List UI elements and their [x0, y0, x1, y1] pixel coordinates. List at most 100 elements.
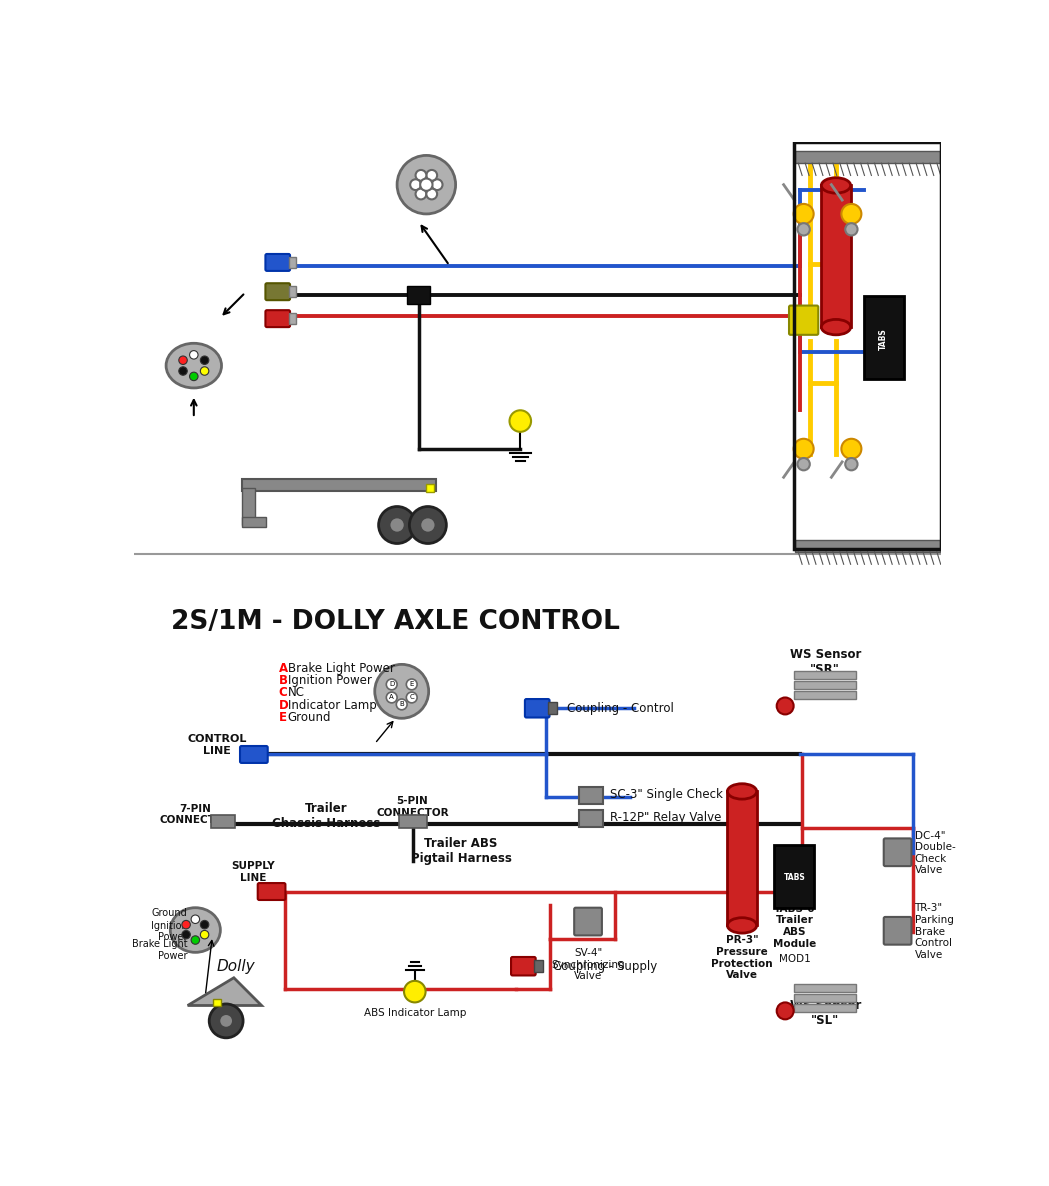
Circle shape: [190, 372, 198, 381]
Circle shape: [794, 439, 814, 459]
Text: SV-4"
Synchronizing
Valve: SV-4" Synchronizing Valve: [551, 948, 625, 981]
Text: TABS: TABS: [879, 327, 889, 350]
Circle shape: [200, 366, 209, 375]
Circle shape: [181, 920, 190, 929]
Text: A: A: [389, 695, 394, 701]
Bar: [288, 286, 296, 296]
Bar: [241, 517, 266, 527]
Text: Ground: Ground: [152, 908, 188, 918]
Bar: [863, 296, 904, 380]
Circle shape: [426, 189, 437, 199]
Circle shape: [776, 697, 794, 714]
Circle shape: [415, 170, 426, 180]
Text: E: E: [409, 682, 414, 688]
Circle shape: [406, 680, 418, 690]
Text: C: C: [278, 687, 287, 700]
Text: Indicator Lamp: Indicator Lamp: [287, 699, 377, 712]
Text: Brake Light Power: Brake Light Power: [287, 662, 394, 675]
Circle shape: [191, 936, 199, 944]
Bar: [241, 479, 435, 491]
FancyBboxPatch shape: [240, 746, 267, 763]
Circle shape: [415, 189, 426, 199]
Text: Trailer
Chassis Harness: Trailer Chassis Harness: [272, 802, 381, 830]
Text: PR-3"
Pressure
Protection
Valve: PR-3" Pressure Protection Valve: [711, 936, 773, 980]
Text: DC-4"
Double-
Check
Valve: DC-4" Double- Check Valve: [915, 830, 956, 875]
Bar: [794, 142, 942, 549]
Text: 5-PIN
CONNECTOR: 5-PIN CONNECTOR: [377, 796, 449, 817]
Text: R-12P" Relay Valve: R-12P" Relay Valve: [609, 811, 721, 824]
Bar: [288, 313, 296, 324]
FancyBboxPatch shape: [265, 311, 291, 327]
Circle shape: [397, 699, 407, 709]
Text: D: D: [389, 682, 394, 688]
Bar: [794, 994, 856, 1002]
Circle shape: [797, 458, 810, 471]
Ellipse shape: [821, 178, 851, 193]
Circle shape: [200, 920, 209, 929]
Circle shape: [845, 458, 857, 471]
Text: SC-3" Single Check Valve: SC-3" Single Check Valve: [609, 788, 758, 801]
Circle shape: [406, 693, 418, 703]
Bar: [794, 691, 856, 699]
Circle shape: [797, 223, 810, 236]
Bar: [795, 540, 940, 551]
Circle shape: [410, 179, 421, 190]
Bar: [241, 489, 255, 525]
Bar: [211, 815, 235, 828]
Text: Ignition Power: Ignition Power: [287, 674, 371, 687]
FancyBboxPatch shape: [883, 917, 912, 945]
Circle shape: [200, 356, 209, 364]
Text: WS Sensor
"SL": WS Sensor "SL": [790, 999, 861, 1027]
Circle shape: [794, 204, 814, 224]
Text: Brake Light
Power: Brake Light Power: [132, 939, 188, 961]
Circle shape: [426, 170, 437, 180]
Text: B: B: [400, 701, 404, 707]
Circle shape: [178, 356, 188, 364]
Circle shape: [845, 223, 857, 236]
Circle shape: [409, 506, 447, 543]
Circle shape: [389, 517, 405, 533]
Circle shape: [510, 410, 531, 432]
Circle shape: [209, 1005, 243, 1038]
Circle shape: [219, 1014, 233, 1028]
Text: TR-3"
Parking
Brake
Control
Valve: TR-3" Parking Brake Control Valve: [915, 904, 954, 959]
Bar: [795, 151, 940, 164]
Circle shape: [374, 664, 429, 719]
Ellipse shape: [170, 907, 220, 952]
Circle shape: [178, 366, 188, 375]
Circle shape: [386, 693, 398, 703]
Circle shape: [386, 680, 398, 690]
FancyBboxPatch shape: [265, 283, 291, 300]
Circle shape: [191, 916, 199, 924]
Text: C: C: [409, 695, 414, 701]
Circle shape: [181, 930, 190, 939]
Text: Coupling - Supply: Coupling - Supply: [554, 959, 658, 973]
Text: ABS Indicator Lamp: ABS Indicator Lamp: [364, 1008, 466, 1019]
Circle shape: [379, 506, 415, 543]
FancyBboxPatch shape: [789, 306, 818, 334]
Bar: [794, 1005, 856, 1012]
Circle shape: [398, 155, 455, 213]
Bar: [727, 791, 756, 925]
Bar: [548, 702, 557, 714]
Text: A: A: [278, 662, 287, 675]
Circle shape: [841, 439, 861, 459]
Text: Dolly: Dolly: [217, 959, 256, 975]
Ellipse shape: [166, 343, 221, 388]
FancyBboxPatch shape: [511, 957, 536, 975]
Circle shape: [404, 981, 426, 1002]
Bar: [794, 671, 856, 680]
Bar: [774, 846, 814, 908]
FancyBboxPatch shape: [265, 254, 291, 270]
Text: 7-PIN
CONNECTOR: 7-PIN CONNECTOR: [159, 804, 232, 825]
Text: B: B: [278, 674, 287, 687]
Text: SUPPLY
LINE: SUPPLY LINE: [231, 861, 275, 884]
Text: D: D: [278, 699, 288, 712]
Bar: [213, 999, 220, 1006]
FancyBboxPatch shape: [574, 907, 602, 936]
Text: WS Sensor
"SR": WS Sensor "SR": [790, 648, 861, 676]
Text: TABS-6
Trailer
ABS
Module: TABS-6 Trailer ABS Module: [773, 904, 816, 949]
Text: 2S/1M - DOLLY AXLE CONTROL: 2S/1M - DOLLY AXLE CONTROL: [171, 610, 620, 635]
Text: Coupling - Control: Coupling - Control: [568, 702, 675, 715]
FancyBboxPatch shape: [524, 699, 550, 718]
